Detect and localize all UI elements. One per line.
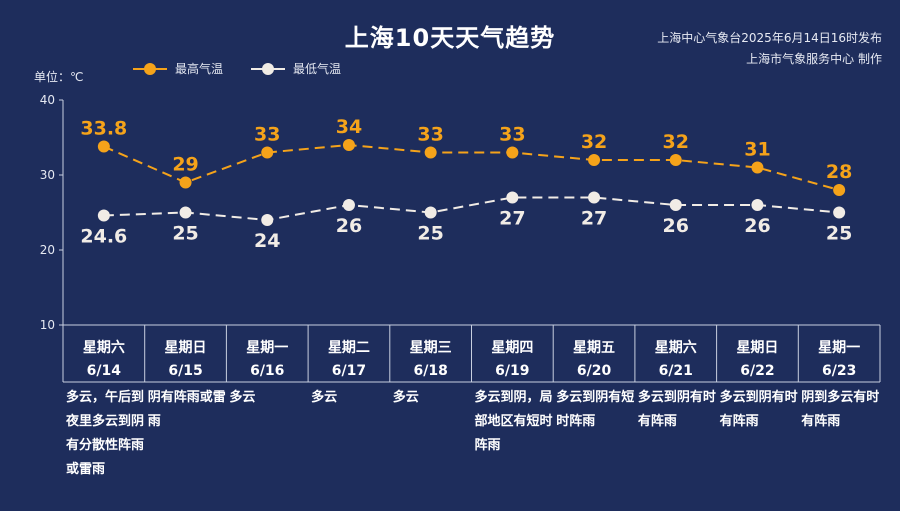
- high-temp-label: 32: [581, 131, 607, 153]
- legend-item-high: 最高气温: [133, 60, 223, 77]
- legend-high-label: 最高气温: [175, 62, 224, 76]
- date-label: 6/20: [577, 363, 612, 379]
- weekday-label: 星期一: [818, 340, 860, 356]
- low-temp-label: 26: [663, 215, 689, 237]
- high-temp-point: [424, 146, 437, 159]
- weather-description: 阴到多云有时有阵雨: [801, 390, 880, 429]
- low-temp-line: [103, 196, 840, 222]
- high-temp-label: 28: [826, 161, 852, 183]
- weekday-label: 星期六: [83, 339, 125, 356]
- low-temp-point: [751, 199, 764, 211]
- high-temp-label: 34: [336, 116, 362, 138]
- weekday-label: 星期一: [246, 340, 288, 356]
- high-temp-point: [261, 146, 274, 159]
- low-temp-label: 25: [417, 223, 443, 245]
- weekday-label: 星期六: [655, 339, 697, 356]
- weekday-label: 星期二: [328, 340, 370, 356]
- weekday-label: 星期日: [165, 340, 207, 356]
- weather-description: 多云: [392, 390, 419, 405]
- source-line-2: 上海市气象服务中心 制作: [746, 52, 882, 66]
- high-temp-label: 33.8: [80, 118, 127, 140]
- high-temp-line: [103, 143, 840, 191]
- weekday-label: 星期五: [573, 340, 615, 356]
- high-temp-point: [506, 146, 519, 159]
- legend-high-marker-icon: [133, 62, 167, 75]
- low-temp-point: [588, 191, 601, 204]
- low-temp-point: [179, 206, 192, 219]
- low-temp-label: 27: [581, 208, 607, 230]
- date-label: 6/17: [332, 363, 366, 379]
- source-info: 上海中心气象台2025年6月14日16时发布 上海市气象服务中心 制作: [657, 28, 882, 70]
- weather-description: 多云到阴有时有阵雨: [637, 390, 716, 429]
- weekday-label: 星期日: [736, 340, 778, 356]
- low-temp-point: [424, 206, 437, 219]
- low-temp-label: 27: [499, 208, 525, 230]
- high-temp-label: 31: [744, 139, 770, 161]
- legend-low-label: 最低气温: [293, 62, 342, 76]
- weather-description: 多云到阴，局部地区有短时阵雨: [474, 390, 553, 453]
- chart-title: 上海10天天气趋势: [344, 24, 556, 52]
- low-temp-point: [342, 199, 355, 211]
- weather-description: 多云到阴有时有阵雨: [719, 390, 798, 429]
- date-label: 6/22: [740, 363, 774, 379]
- unit-label: 单位：℃: [34, 70, 84, 84]
- high-temp-point: [179, 176, 192, 189]
- weather-description: 多云，午后到夜里多云到阴有分散性阵雨或雷雨: [66, 390, 145, 477]
- source-line-1: 上海中心气象台2025年6月14日16时发布: [657, 31, 882, 45]
- y-tick-label: 40: [40, 93, 55, 107]
- date-label: 6/19: [495, 363, 529, 379]
- low-temp-point: [506, 191, 519, 204]
- low-temp-label: 25: [172, 223, 198, 245]
- high-temp-point: [97, 140, 110, 153]
- high-temp-point: [669, 154, 682, 166]
- high-temp-point: [833, 184, 846, 196]
- high-temp-point: [342, 139, 355, 151]
- low-temp-label: 26: [336, 215, 362, 237]
- high-temp-label: 29: [172, 154, 198, 176]
- low-temp-point: [833, 206, 846, 219]
- weather-description: 阴有阵雨或雷雨: [147, 390, 226, 429]
- low-temp-label: 24.6: [80, 226, 127, 248]
- high-temp-label: 33: [499, 124, 525, 146]
- legend: 最高气温 最低气温: [133, 60, 369, 77]
- legend-item-low: 最低气温: [251, 60, 341, 77]
- high-temp-point: [588, 154, 601, 166]
- date-label: 6/15: [168, 363, 202, 379]
- date-label: 6/18: [413, 363, 447, 379]
- legend-low-marker-icon: [251, 62, 286, 75]
- y-tick-label: 30: [40, 168, 55, 182]
- y-tick-label: 20: [40, 243, 55, 257]
- weather-description: 多云: [311, 390, 338, 405]
- high-temp-point: [751, 161, 764, 174]
- y-tick-label: 10: [40, 318, 55, 332]
- low-temp-point: [97, 209, 110, 222]
- date-label: 6/14: [87, 363, 122, 379]
- low-temp-label: 25: [826, 223, 852, 245]
- low-temp-label: 24: [254, 230, 280, 252]
- low-temp-point: [261, 214, 274, 226]
- date-label: 6/23: [822, 363, 856, 379]
- high-temp-label: 32: [663, 131, 689, 153]
- high-temp-label: 33: [417, 124, 443, 146]
- high-temp-label: 33: [254, 124, 280, 146]
- weekday-label: 星期四: [491, 340, 533, 356]
- date-label: 6/16: [250, 363, 284, 379]
- weather-description: 多云到阴有短时阵雨: [556, 390, 635, 429]
- low-temp-label: 26: [744, 215, 770, 237]
- low-temp-point: [669, 199, 682, 211]
- weather-description: 多云: [229, 390, 256, 405]
- weekday-label: 星期三: [410, 340, 452, 356]
- date-label: 6/21: [659, 363, 693, 379]
